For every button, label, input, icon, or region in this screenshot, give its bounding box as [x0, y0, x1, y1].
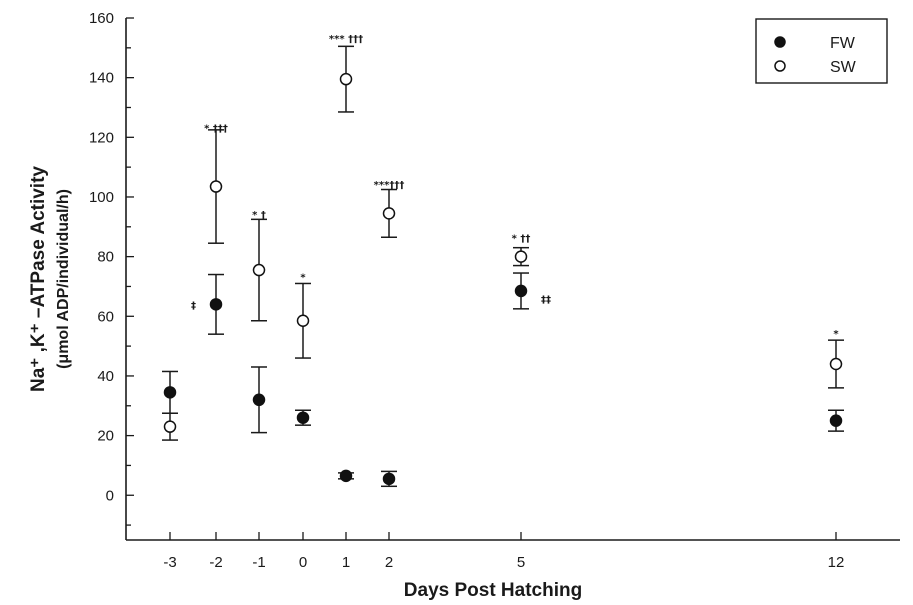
annotation-1: * †: [252, 210, 266, 221]
annotation-6: *: [833, 329, 839, 340]
annotation-7: ‡: [191, 300, 196, 311]
axes: [125, 18, 900, 541]
annotation-3: *** †††: [329, 34, 363, 45]
y-tick-label-100: 100: [89, 189, 114, 206]
annotation-5: * ††: [512, 234, 531, 245]
significance-annotations: * †††* †**** †††***†††* ††*‡‡‡: [191, 34, 839, 340]
y-ticks: 0 20 40 60 80 100 120 140 160: [89, 10, 134, 526]
sw-point-2: [252, 263, 266, 277]
sw-point-6: [514, 250, 528, 263]
legend-label-sw: SW: [830, 59, 857, 76]
fw-point-5: [382, 472, 396, 486]
sw-point-0: [163, 420, 177, 433]
legend: FW SW: [755, 18, 888, 84]
y-tick-label-60: 60: [97, 308, 114, 325]
fw-point-7: [829, 414, 843, 427]
annotation-0: * †††: [204, 123, 228, 134]
y-tick-label-0: 0: [106, 487, 114, 504]
y-tick-label-40: 40: [97, 368, 114, 385]
x-ticks: -3 -2 -1 0 1 2 5 12: [163, 532, 844, 571]
fw-point-4: [339, 469, 353, 483]
fw-point-6: [514, 284, 528, 298]
y-tick-label-140: 140: [89, 70, 114, 87]
y-axis-subtitle: (μmol ADP/individual/h): [55, 189, 72, 369]
x-axis-title: Days Post Hatching: [404, 580, 582, 601]
x-tick-label-minus-1: -1: [252, 554, 265, 571]
legend-box: [755, 18, 888, 84]
x-tick-label-minus-2: -2: [209, 554, 222, 571]
y-tick-label-20: 20: [97, 428, 114, 445]
y-tick-label-120: 120: [89, 129, 114, 146]
sw-point-7: [829, 357, 843, 371]
fw-point-1: [209, 298, 223, 311]
y-axis-title: Na⁺ ,K⁺ –ATPase Activity: [28, 166, 49, 392]
fw-point-3: [296, 411, 310, 424]
sw-point-4: [339, 72, 353, 86]
x-tick-label-0: 0: [299, 554, 307, 571]
y-tick-label-80: 80: [97, 249, 114, 266]
x-tick-label-1: 1: [342, 554, 350, 571]
x-tick-label-5: 5: [517, 554, 525, 571]
x-tick-label-minus-3: -3: [163, 554, 176, 571]
legend-label-fw: FW: [830, 35, 856, 52]
x-tick-label-12: 12: [828, 554, 845, 571]
sw-point-5: [382, 207, 396, 220]
annotation-2: *: [300, 272, 306, 283]
legend-marker-sw: [774, 60, 786, 72]
y-tick-label-160: 160: [89, 10, 114, 27]
x-tick-label-2: 2: [385, 554, 393, 571]
fw-point-2: [252, 393, 266, 407]
sw-point-3: [296, 314, 310, 328]
legend-marker-fw: [774, 36, 786, 48]
sw-point-1: [209, 180, 223, 193]
data-points: [163, 72, 843, 486]
annotation-8: ‡‡: [541, 294, 551, 305]
fw-point-0: [163, 386, 177, 399]
error-bars: [162, 45, 844, 488]
annotation-4: ***†††: [374, 180, 405, 191]
